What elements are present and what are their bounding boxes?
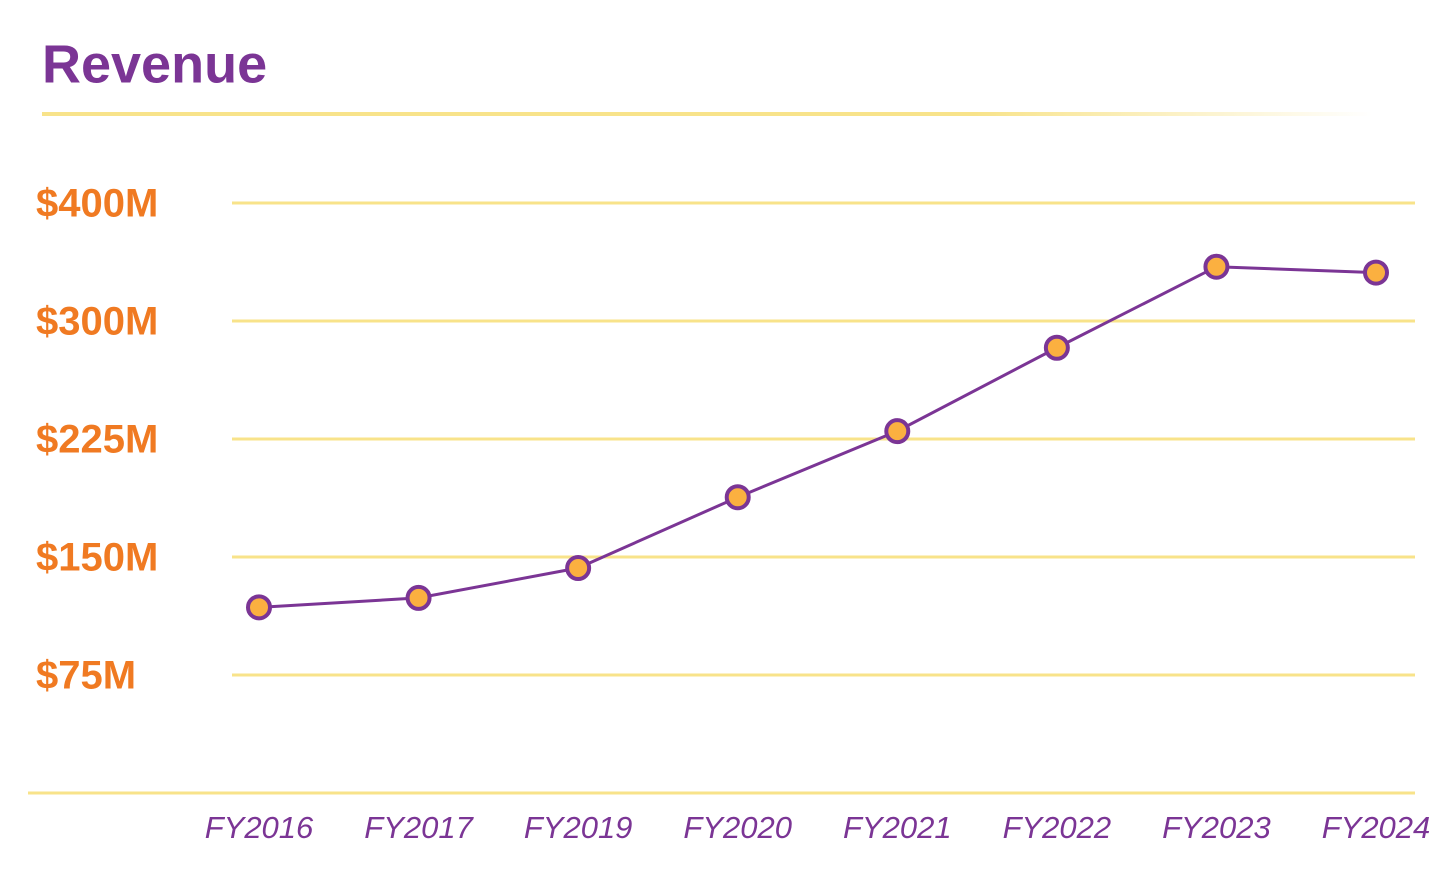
data-point bbox=[1203, 253, 1230, 280]
series-line bbox=[258, 265, 1377, 609]
title-rule bbox=[42, 112, 1372, 116]
y-tick-label: $225M bbox=[36, 418, 158, 462]
data-point bbox=[724, 484, 751, 511]
data-point bbox=[1363, 259, 1389, 286]
x-tick-label: FY2023 bbox=[1162, 810, 1271, 845]
chart-title: Revenue bbox=[42, 34, 267, 94]
x-tick-label: FY2020 bbox=[683, 810, 792, 845]
data-point bbox=[565, 555, 592, 582]
x-tick-label: FY2024 bbox=[1322, 810, 1431, 845]
y-tick-label: $75M bbox=[36, 654, 136, 698]
data-point bbox=[405, 584, 432, 611]
data-point bbox=[1043, 334, 1070, 361]
y-tick-label: $400M bbox=[36, 182, 158, 226]
x-tick-label: FY2021 bbox=[843, 810, 952, 845]
data-point bbox=[884, 418, 911, 445]
y-tick-label: $300M bbox=[36, 300, 158, 344]
x-tick-label: FY2017 bbox=[364, 810, 474, 845]
x-tick-label: FY2019 bbox=[524, 810, 633, 845]
y-tick-label: $150M bbox=[36, 536, 158, 580]
data-point bbox=[246, 594, 272, 621]
x-tick-label: FY2022 bbox=[1003, 810, 1112, 845]
x-tick-label: FY2016 bbox=[205, 810, 314, 845]
